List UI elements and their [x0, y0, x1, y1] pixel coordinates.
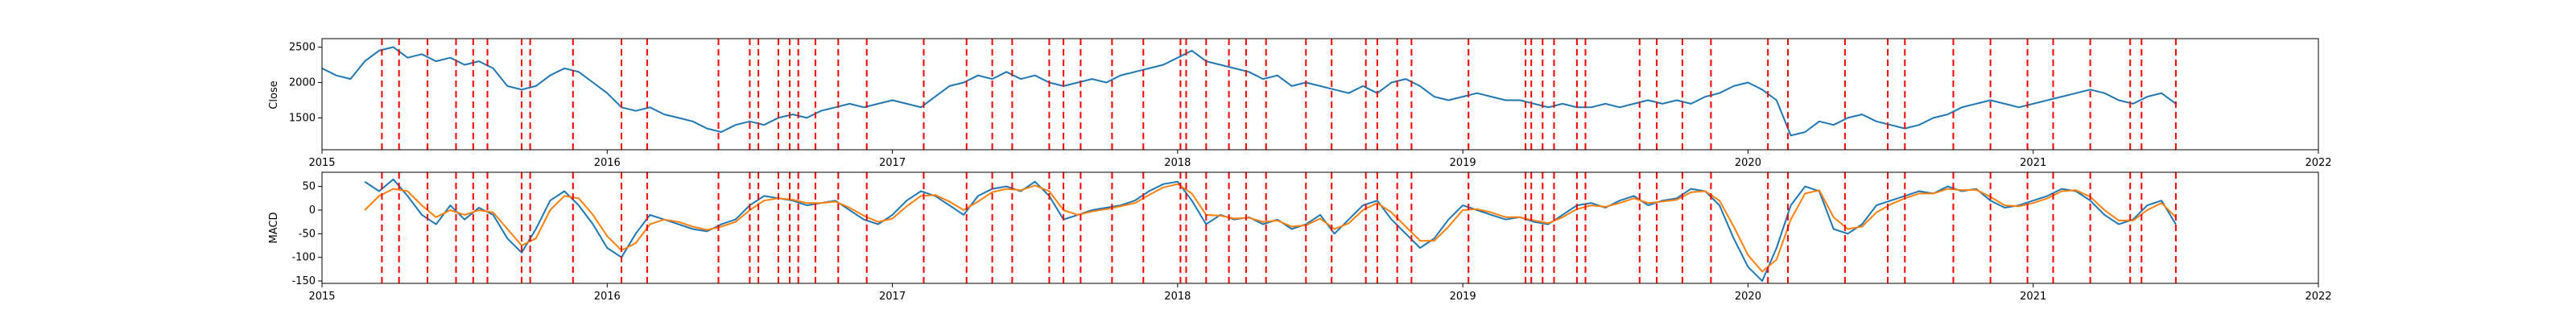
- close-xtick-label: 2019: [1450, 157, 1476, 169]
- macd-series-2-line: [364, 183, 2177, 273]
- macd-xtick-label: 2019: [1450, 291, 1476, 303]
- close-axes-frame: [321, 38, 2319, 151]
- close-xtick-label: 2015: [308, 157, 335, 169]
- macd-ytick-label: -150: [291, 275, 316, 287]
- macd-axes-frame: [321, 171, 2319, 284]
- macd-xtick-label: 2016: [594, 291, 621, 303]
- macd-ytick-label: -100: [291, 252, 316, 264]
- macd-ytick-label: 0: [309, 204, 316, 217]
- close-xtick-label: 2016: [594, 157, 621, 169]
- close-series-1-line: [322, 46, 2177, 137]
- macd-xtick-label: 2017: [879, 291, 906, 303]
- macd-xtick-label: 2022: [2305, 291, 2331, 303]
- close-ylabel: Close: [268, 80, 280, 109]
- macd-ytick-label: 50: [302, 181, 316, 193]
- close-ytick-label: 1500: [289, 112, 316, 124]
- close-price-panel: Close 1500 2000 2500 2015 2016 2017 2018 2019 20…: [268, 38, 2332, 169]
- macd-xtick-label: 2015: [308, 291, 335, 303]
- close-xtick-label: 2018: [1164, 157, 1191, 169]
- macd-ylabel: MACD: [268, 213, 280, 244]
- close-xtick-label: 2021: [2020, 157, 2046, 169]
- macd-xtick-label: 2020: [1735, 291, 1761, 303]
- macd-panel: MACD -150 -100 -50 0 50 2015 2016 2017 2018 2019 2…: [268, 171, 2332, 303]
- macd-xtick-label: 2018: [1164, 291, 1191, 303]
- close-ytick-label: 2000: [289, 76, 316, 89]
- close-ytick-label: 2500: [289, 42, 316, 54]
- close-xtick-label: 2022: [2305, 157, 2331, 169]
- macd-ytick-label: -50: [299, 228, 316, 240]
- macd-xtick-label: 2021: [2020, 291, 2046, 303]
- close-xtick-label: 2020: [1735, 157, 1761, 169]
- close-xtick-label: 2017: [879, 157, 906, 169]
